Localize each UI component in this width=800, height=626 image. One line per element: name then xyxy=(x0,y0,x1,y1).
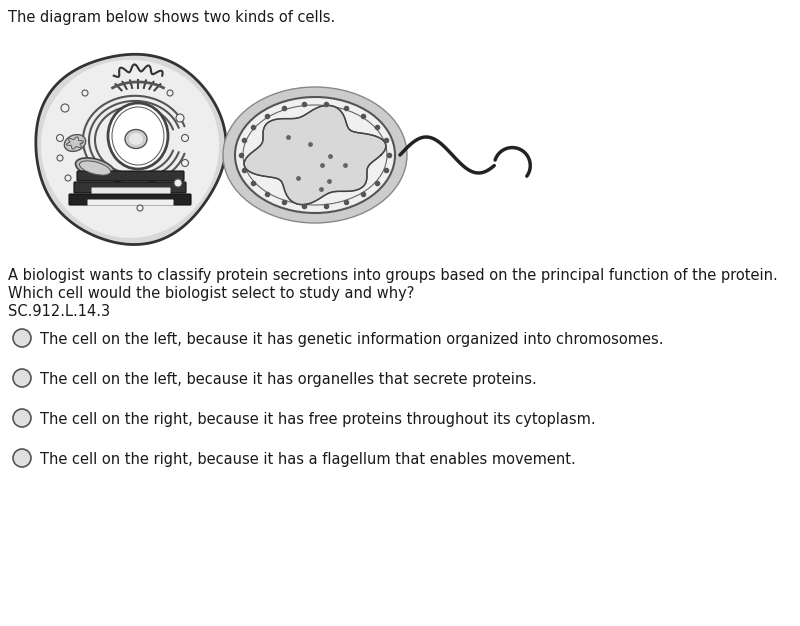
Text: Which cell would the biologist select to study and why?: Which cell would the biologist select to… xyxy=(8,286,414,301)
Text: SC.912.L.14.3: SC.912.L.14.3 xyxy=(8,304,110,319)
Text: The cell on the left, because it has genetic information organized into chromoso: The cell on the left, because it has gen… xyxy=(40,332,663,347)
Ellipse shape xyxy=(125,130,147,148)
Text: The diagram below shows two kinds of cells.: The diagram below shows two kinds of cel… xyxy=(8,10,335,25)
Circle shape xyxy=(137,205,143,211)
Circle shape xyxy=(182,160,189,167)
Polygon shape xyxy=(41,60,219,238)
Circle shape xyxy=(182,135,189,141)
Ellipse shape xyxy=(75,158,114,178)
Text: A biologist wants to classify protein secretions into groups based on the princi: A biologist wants to classify protein se… xyxy=(8,268,778,283)
Polygon shape xyxy=(244,105,386,205)
Circle shape xyxy=(13,409,31,427)
Ellipse shape xyxy=(79,161,110,175)
Ellipse shape xyxy=(223,87,407,223)
FancyBboxPatch shape xyxy=(87,200,174,205)
Circle shape xyxy=(174,179,182,187)
FancyBboxPatch shape xyxy=(77,171,184,181)
Circle shape xyxy=(13,449,31,467)
Circle shape xyxy=(82,90,88,96)
FancyBboxPatch shape xyxy=(91,188,170,193)
Circle shape xyxy=(57,135,63,141)
Circle shape xyxy=(167,90,173,96)
Circle shape xyxy=(176,114,184,122)
Ellipse shape xyxy=(129,133,143,145)
FancyBboxPatch shape xyxy=(74,182,186,193)
Ellipse shape xyxy=(108,103,168,169)
Circle shape xyxy=(57,155,63,161)
Ellipse shape xyxy=(64,135,86,151)
Circle shape xyxy=(13,369,31,387)
Ellipse shape xyxy=(235,97,395,213)
Polygon shape xyxy=(36,54,226,245)
Text: The cell on the right, because it has free proteins throughout its cytoplasm.: The cell on the right, because it has fr… xyxy=(40,412,596,427)
Circle shape xyxy=(13,329,31,347)
Text: The cell on the right, because it has a flagellum that enables movement.: The cell on the right, because it has a … xyxy=(40,452,576,467)
FancyBboxPatch shape xyxy=(69,194,191,205)
Text: The cell on the left, because it has organelles that secrete proteins.: The cell on the left, because it has org… xyxy=(40,372,537,387)
Circle shape xyxy=(65,175,71,181)
Circle shape xyxy=(61,104,69,112)
